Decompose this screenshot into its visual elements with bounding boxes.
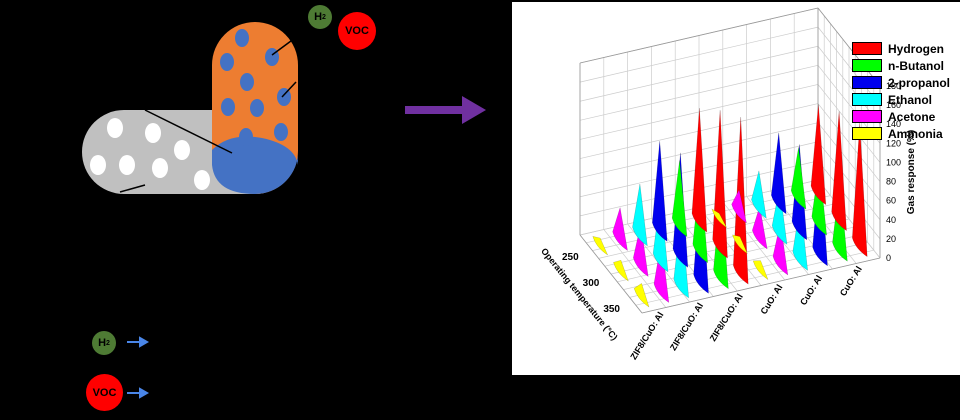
chart-frame-line xyxy=(579,7,819,64)
z-tick-label: 0 xyxy=(886,253,891,263)
z-tick-label: 60 xyxy=(886,196,896,206)
floor-grid-line xyxy=(722,201,786,281)
bar-ammonia-zif8-250 xyxy=(592,236,609,256)
floor-grid-line xyxy=(629,242,868,298)
chart-frame-line xyxy=(817,7,881,87)
bar-hydrogen-zif8-300 xyxy=(712,110,728,259)
legend-swatch xyxy=(852,59,882,72)
material-tick-label: ZIF8/CuO: Al xyxy=(668,301,705,352)
bar-ammonia-zif8-350 xyxy=(633,282,650,308)
floor-grid-line xyxy=(635,249,874,306)
legend-swatch xyxy=(852,42,882,55)
legend-entry: Acetone xyxy=(852,108,958,125)
voc-text: VOC xyxy=(345,25,369,37)
legend-label: Ammonia xyxy=(888,126,943,141)
legend-h2-text: H xyxy=(98,337,107,349)
chart-frame-line xyxy=(641,257,881,314)
chart-legend: Hydrogen n-Butanol 2-propanol Ethanol Aceton… xyxy=(852,40,958,142)
voc-molecule-icon: VOC xyxy=(338,12,376,50)
z-tick-label: 40 xyxy=(886,215,896,225)
bar-hydrogen-cuo-350 xyxy=(852,123,868,258)
bar-ammonia-cuo-350 xyxy=(752,260,769,281)
h2-arrow-icons xyxy=(127,336,150,399)
z-tick-label: 80 xyxy=(886,177,896,187)
orange-particle xyxy=(212,22,298,195)
legend-swatch xyxy=(852,110,882,123)
bar-acetone-cuo-300 xyxy=(752,206,768,250)
temp-tick-label: 350 xyxy=(603,304,620,315)
z-tick-label: 140 xyxy=(886,119,901,129)
chart-marks xyxy=(592,104,868,308)
bar-n-butanol-cuo-250 xyxy=(790,147,807,210)
temp-tick-label: 250 xyxy=(562,252,579,263)
sensor-schematic xyxy=(82,22,298,399)
legend-label: 2-propanol xyxy=(888,75,950,90)
material-tick-label: ZIF8/CuO: Al xyxy=(708,292,745,343)
legend-label: Ethanol xyxy=(888,92,932,107)
legend-entry: Ammonia xyxy=(852,125,958,142)
bar-2-propanol-zif8-250 xyxy=(652,141,668,242)
floor-grid-line xyxy=(698,207,762,286)
legend-entry: n-Butanol xyxy=(852,57,958,74)
legend-voc-text: VOC xyxy=(92,386,117,399)
bar-ammonia-cuo-300 xyxy=(732,234,748,255)
diffusion-lines xyxy=(119,37,297,193)
bar-n-butanol-cuo-300 xyxy=(811,163,827,236)
legend-swatch xyxy=(852,76,882,89)
bar-ammonia-cuo-250 xyxy=(711,208,727,228)
legend-voc-icon: VOC xyxy=(86,374,123,411)
h2-text: H xyxy=(314,11,323,23)
bar-hydrogen-cuo-300 xyxy=(831,111,847,232)
z-tick-label: 180 xyxy=(886,81,901,91)
bar-acetone-cuo-350 xyxy=(772,222,789,276)
legend-swatch xyxy=(852,127,882,140)
material-tick-label: CuO: Al xyxy=(838,264,864,297)
bar-ethanol-cuo-250 xyxy=(751,170,767,219)
z-tick-label: 120 xyxy=(886,138,901,148)
bar-2-propanol-cuo-250 xyxy=(771,132,787,215)
h2-sub: 2 xyxy=(322,13,326,21)
material-tick-label: ZIF8/CuO: Al xyxy=(628,310,665,361)
z-tick-label: 20 xyxy=(886,234,896,244)
legend-label: Hydrogen xyxy=(888,41,945,56)
material-tick-label: CuO: Al xyxy=(758,283,784,316)
material-tick-label: CuO: Al xyxy=(798,274,824,307)
temp-axis-label: Operating temperature (°C) xyxy=(539,246,620,342)
bar-hydrogen-zif8-250 xyxy=(691,108,708,233)
bar-acetone-zif8-250 xyxy=(612,207,628,252)
legend-entry: 2-propanol xyxy=(852,74,958,91)
z-tick-label: 160 xyxy=(886,100,901,110)
bar-n-butanol-zif8-250 xyxy=(671,160,688,238)
legend-swatch xyxy=(852,93,882,106)
legend-entry: Ethanol xyxy=(852,91,958,108)
bar-ethanol-cuo-300 xyxy=(771,187,788,245)
bar-ethanol-cuo-350 xyxy=(792,203,808,271)
legend-label: n-Butanol xyxy=(888,58,944,73)
temp-tick-label: 300 xyxy=(583,278,600,289)
bar-acetone-zif8-350 xyxy=(653,240,670,303)
chart-frame-line xyxy=(579,234,643,314)
bar-ammonia-zif8-300 xyxy=(613,259,629,282)
bar-ethanol-zif8-250 xyxy=(632,183,648,247)
bar-acetone-cuo-250 xyxy=(731,189,747,224)
transition-arrow-icon xyxy=(405,96,486,124)
chart-grid xyxy=(579,7,881,314)
bar3d-chart: 0 20 40 60 80 100 120 140 160 180 Gas response (%)… xyxy=(539,7,917,361)
legend-entry: Hydrogen xyxy=(852,40,958,57)
legend-h2-sub: 2 xyxy=(106,339,110,347)
legend-label: Acetone xyxy=(888,109,936,124)
z-tick-label: 100 xyxy=(886,157,901,167)
z-axis-label: Gas response (%) xyxy=(906,130,917,214)
chart-panel: 0 20 40 60 80 100 120 140 160 180 Gas response (%)… xyxy=(512,2,960,375)
bar-acetone-zif8-300 xyxy=(633,224,649,277)
bar-hydrogen-cuo-250 xyxy=(810,104,827,206)
